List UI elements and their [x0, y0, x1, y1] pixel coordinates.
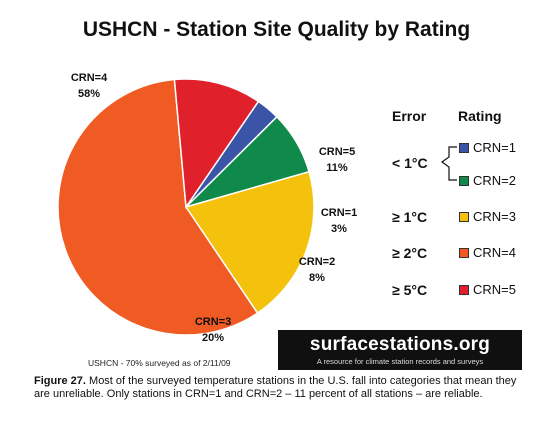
legend-error-ge2: ≥ 2°C: [392, 245, 428, 261]
figure-caption-text: Most of the surveyed temperature station…: [34, 375, 517, 400]
figure-label: Figure 27.: [34, 375, 86, 387]
slice-label-crn1: CRN=1 3%: [314, 205, 364, 237]
slice-label-crn4: CRN=4 58%: [64, 70, 114, 102]
slice-label-crn1-pct: 3%: [331, 223, 347, 235]
legend-rating-header: Rating: [458, 108, 502, 124]
chart-title: USHCN - Station Site Quality by Rating: [82, 18, 471, 41]
survey-note: USHCN - 70% surveyed as of 2/11/09: [88, 358, 231, 368]
slice-label-crn2-name: CRN=2: [298, 256, 336, 268]
slice-label-crn4-pct: 58%: [77, 88, 101, 100]
slice-label-crn4-name: CRN=4: [70, 72, 108, 84]
legend-item-crn3: CRN=3: [459, 209, 516, 224]
logo-wordmark: surfacestations.org: [278, 334, 522, 356]
legend-item-crn1: CRN=1: [459, 140, 516, 155]
legend-error-ge1: ≥ 1°C: [392, 209, 428, 225]
slice-label-crn3-name: CRN=3: [194, 316, 232, 328]
slice-label-crn5: CRN=5 11%: [312, 144, 362, 176]
slice-label-crn3: CRN=3 20%: [188, 314, 238, 346]
figure-caption: Figure 27. Most of the surveyed temperat…: [34, 375, 534, 401]
legend-label-crn3: CRN=3: [473, 209, 516, 224]
logo-tagline: A resource for climate station records a…: [316, 357, 484, 366]
legend-error-header: Error: [392, 108, 427, 124]
slice-label-crn3-pct: 20%: [201, 332, 225, 344]
logo-wordmark-part2: stations.org: [378, 334, 491, 355]
legend-item-crn2: CRN=2: [459, 173, 516, 188]
slice-label-crn5-pct: 11%: [326, 162, 348, 174]
legend-label-crn2: CRN=2: [473, 173, 516, 188]
legend-error-ge5: ≥ 5°C: [392, 282, 428, 298]
legend-swatch-crn2: [459, 175, 469, 186]
legend-item-crn5: CRN=5: [459, 282, 516, 297]
pie-slice-crn3: [184, 170, 315, 315]
legend-item-crn4: CRN=4: [459, 245, 516, 260]
pie-slice-crn4: [57, 78, 259, 336]
pie-slice-crn5: [173, 78, 260, 210]
logo-wordmark-part1: surface: [309, 334, 379, 355]
legend-label-crn1: CRN=1: [473, 140, 516, 155]
surfacestations-logo: surfacestations.org A resource for clima…: [278, 330, 522, 370]
legend-swatch-crn5: [459, 284, 469, 295]
slice-label-crn2: CRN=2 8%: [292, 254, 342, 286]
legend-label-crn5: CRN=5: [473, 282, 516, 297]
slice-label-crn5-name: CRN=5: [318, 146, 356, 158]
legend-swatch-crn3: [459, 211, 469, 222]
legend-swatch-crn1: [459, 142, 469, 153]
slice-label-crn2-pct: 8%: [309, 272, 325, 284]
legend-swatch-crn4: [459, 247, 469, 258]
legend-label-crn4: CRN=4: [473, 245, 516, 260]
legend-error-lt1: < 1°C: [392, 155, 428, 171]
slice-label-crn1-name: CRN=1: [320, 207, 358, 219]
